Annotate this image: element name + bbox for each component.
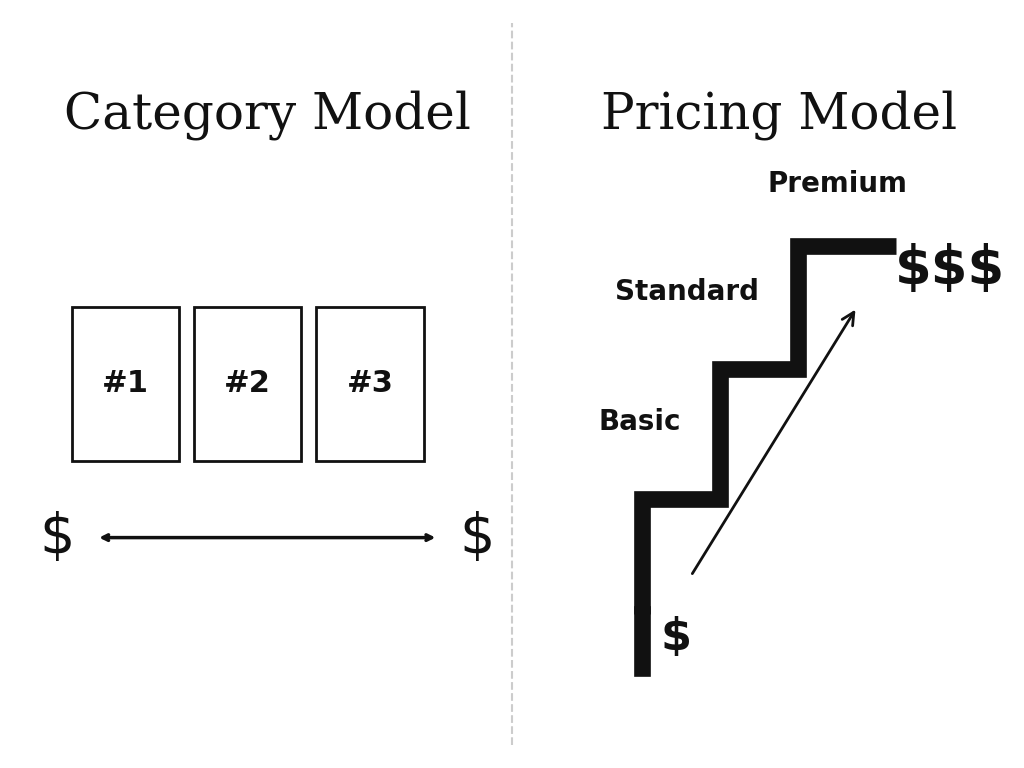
Text: $: $ — [40, 511, 75, 564]
Bar — [72, 307, 179, 461]
Text: #1: #1 — [102, 369, 150, 399]
Text: #2: #2 — [224, 369, 271, 399]
Text: #3: #3 — [346, 369, 393, 399]
Text: Standard: Standard — [615, 278, 759, 306]
Text: $: $ — [460, 511, 495, 564]
Text: Premium: Premium — [767, 170, 907, 198]
Text: Category Model: Category Model — [63, 90, 471, 141]
Bar — [194, 307, 301, 461]
Text: $$$: $$$ — [895, 243, 1005, 295]
Text: Basic: Basic — [599, 409, 681, 436]
Text: $: $ — [660, 616, 691, 659]
Bar — [316, 307, 424, 461]
Text: Pricing Model: Pricing Model — [601, 90, 956, 141]
